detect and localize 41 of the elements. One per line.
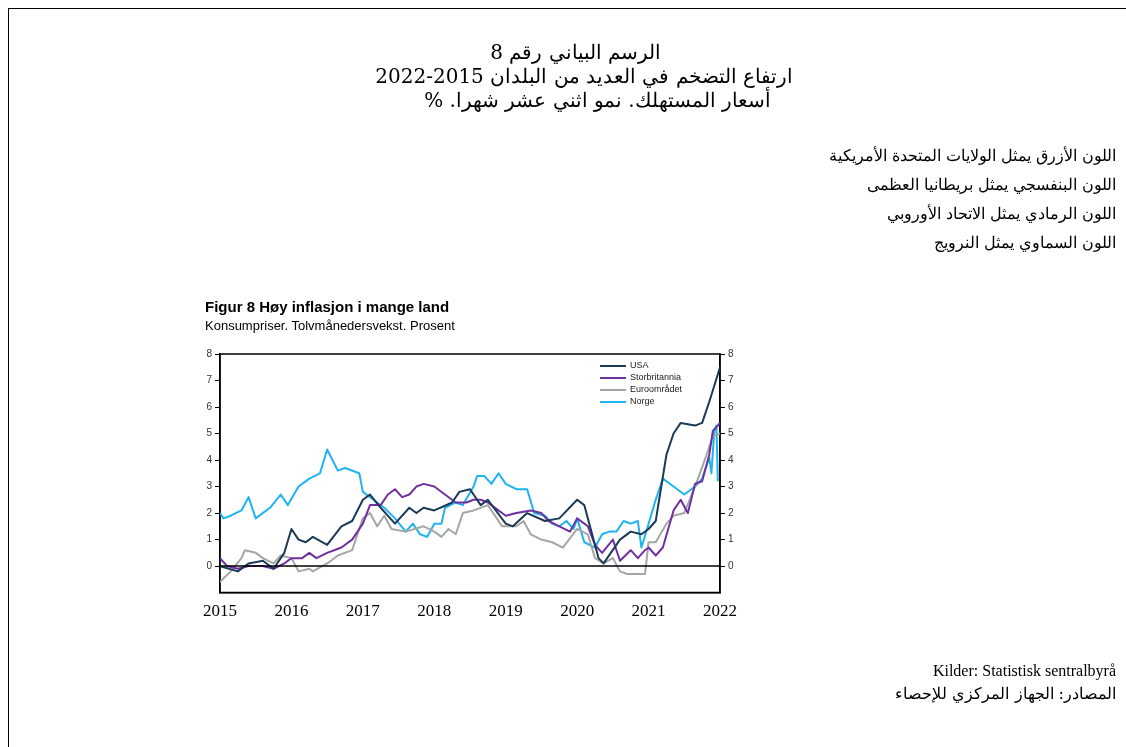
y2-tick-label: 0	[728, 559, 734, 571]
x-tick-label: 2015	[203, 601, 237, 621]
text: Figur 8 Høy inflasjon i mange land	[205, 298, 450, 315]
text: Konsumpriser. Tolvmånedersvekst. Prosent	[205, 318, 455, 333]
x-tick-label: 2019	[488, 601, 523, 621]
y2-tick-label: 1	[728, 533, 734, 545]
x-tick-label: 2018	[417, 601, 452, 621]
y2-tick-label: 5	[728, 427, 734, 439]
y-tick-label: 8	[206, 347, 213, 359]
legend-label: Norge	[630, 396, 655, 407]
y-tick-label: 6	[206, 400, 213, 412]
chart-subtitle: ارتفاع التضخم في العديد من البلدان 2015-2022	[375, 64, 793, 88]
y2-tick-label: 2	[728, 506, 734, 518]
y2-tick-label: 6	[728, 400, 734, 412]
y2-tick-label: 3	[728, 480, 734, 492]
legend-label: Storbritannia	[630, 372, 682, 383]
text: اللون الأزرق يمثل الولايات المتحدة الأمريكية	[828, 146, 1116, 165]
y2-tick-label: 8	[728, 347, 734, 359]
x-tick-label: 2022	[703, 601, 737, 621]
chart-title: الرسم البياني رقم 8	[490, 40, 661, 64]
text: Kilder: Statistisk sentralbyrå	[932, 662, 1116, 680]
text: أسعار المستهلك. نمو اثني عشر شهرا. %	[424, 88, 771, 112]
text: اللون الرمادي يمثل الاتحاد الأوروبي	[886, 204, 1116, 223]
y-tick-label: 3	[206, 480, 213, 492]
text: اللون البنفسجي يمثل بريطانيا العظمى	[866, 175, 1116, 194]
text: المصادر: الجهاز المركزي للإحصاء	[895, 684, 1116, 703]
y-tick-label: 5	[206, 427, 213, 439]
x-tick-label: 2017	[345, 601, 381, 621]
y-tick-label: 2	[206, 506, 213, 518]
text: اللون السماوي يمثل النرويج	[933, 233, 1116, 252]
y-tick-label: 7	[206, 374, 213, 386]
legend-label: Euroområdet	[630, 384, 683, 395]
legend-label: USA	[630, 360, 649, 371]
x-tick-label: 2016	[274, 601, 309, 621]
x-tick-label: 2020	[560, 601, 595, 621]
y-tick-label: 0	[206, 559, 213, 571]
y2-tick-label: 7	[728, 374, 734, 386]
y2-tick-label: 4	[728, 453, 734, 465]
x-tick-label: 2021	[631, 601, 666, 621]
y-tick-label: 4	[206, 453, 213, 465]
y-tick-label: 1	[206, 533, 213, 545]
